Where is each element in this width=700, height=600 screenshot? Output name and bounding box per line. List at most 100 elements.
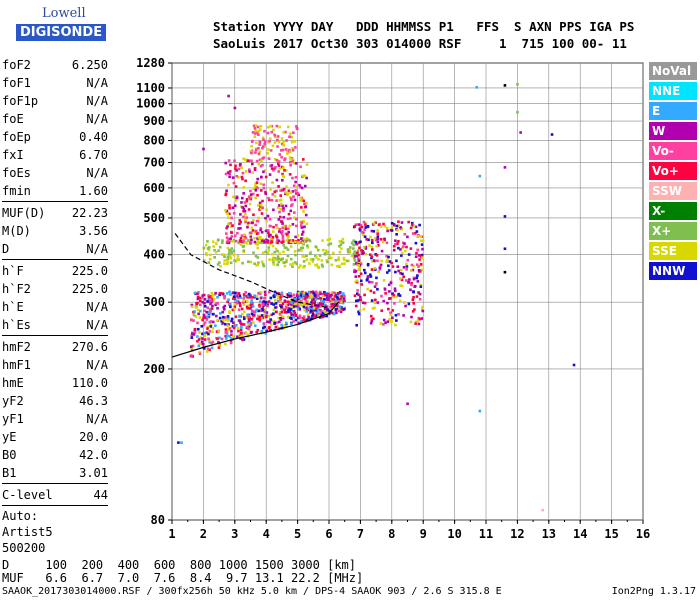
echo-point — [294, 235, 297, 239]
echo-point — [291, 303, 294, 306]
echo-point — [343, 299, 346, 302]
echo-point — [215, 242, 218, 245]
echo-point — [252, 124, 256, 128]
echo-point — [337, 299, 341, 303]
param-name: yF1 — [2, 412, 24, 426]
echo-point — [268, 328, 272, 332]
echo-point — [289, 295, 292, 298]
param-name: M(D) — [2, 224, 31, 238]
echo-point — [206, 347, 210, 351]
echo-point — [208, 311, 212, 315]
echo-point — [226, 334, 229, 338]
echo-point — [376, 229, 379, 232]
echo-point — [258, 318, 261, 321]
ionogram-chart: 1 2 3 4 5 6 7 8 9 10 11 12 13 14 15 1680200300400500600… — [136, 56, 650, 540]
echo-point — [241, 261, 244, 265]
echo-point — [364, 223, 367, 226]
echo-point — [261, 309, 265, 312]
echo-point — [197, 338, 201, 341]
auto-line: 500200 — [2, 541, 46, 555]
echo-point — [226, 324, 230, 328]
echo-point — [256, 237, 259, 240]
echo-point — [244, 290, 247, 294]
echo-point — [276, 145, 279, 148]
echo-point — [379, 225, 383, 228]
echo-point — [246, 333, 250, 337]
echo-point — [214, 303, 217, 307]
echo-point — [211, 240, 215, 243]
echo-point — [242, 192, 245, 195]
echo-point — [298, 321, 301, 325]
echo-point — [239, 331, 243, 335]
x-tick-label: 4 — [263, 527, 270, 540]
echo-point — [258, 201, 262, 205]
echo-point — [207, 315, 211, 319]
echo-point — [278, 227, 281, 231]
echo-point — [302, 318, 306, 321]
echo-point — [198, 299, 202, 303]
echo-point — [254, 223, 257, 227]
echo-point — [288, 148, 291, 152]
echo-point — [391, 309, 395, 312]
echo-point — [249, 294, 252, 297]
param-row-group1: foE N/A — [2, 110, 108, 128]
echo-point — [333, 294, 337, 298]
echo-point — [354, 223, 358, 226]
echo-point — [244, 212, 247, 216]
echo-point — [311, 260, 315, 263]
echo-point — [221, 318, 225, 322]
echo-point — [293, 140, 297, 143]
echo-point — [357, 223, 361, 226]
echo-point — [262, 186, 266, 190]
echo-point — [294, 240, 297, 244]
legend-item-sse: SSE — [649, 242, 697, 260]
echo-point — [335, 304, 338, 307]
echo-point — [261, 251, 265, 255]
param-row-group4: yF1 N/A — [2, 410, 108, 428]
echo-point — [279, 295, 282, 299]
echo-point — [359, 262, 363, 266]
echo-point — [267, 290, 271, 294]
echo-point — [235, 323, 238, 327]
echo-point — [207, 297, 211, 300]
echo-point — [232, 295, 236, 299]
echo-point — [302, 265, 305, 269]
echo-point — [248, 239, 251, 243]
echo-point — [284, 148, 288, 151]
echo-point — [225, 232, 228, 235]
echo-point — [224, 316, 227, 319]
echo-point — [292, 161, 296, 165]
echo-point — [316, 265, 320, 269]
echo-point — [276, 226, 279, 230]
echo-point — [271, 193, 275, 196]
echo-point — [295, 224, 298, 228]
echo-point — [229, 222, 232, 225]
echo-point — [251, 171, 254, 174]
echo-point — [373, 301, 377, 305]
echo-point — [417, 254, 421, 257]
echo-point — [317, 312, 321, 315]
echo-point — [305, 176, 308, 180]
param-row-group4: yE 20.0 — [2, 428, 108, 446]
echo-point — [296, 191, 300, 195]
echo-point — [341, 301, 345, 305]
param-name: foEp — [2, 130, 31, 144]
echo-point — [380, 294, 383, 298]
echo-point — [391, 316, 394, 320]
echo-point — [252, 321, 255, 324]
echo-point — [340, 300, 343, 304]
echo-point — [257, 162, 260, 166]
echo-point — [255, 159, 259, 163]
echo-point — [402, 275, 406, 279]
echo-point — [228, 206, 231, 210]
echo-point — [399, 284, 402, 288]
param-name: yF2 — [2, 394, 24, 408]
echo-point — [256, 328, 260, 332]
echo-point — [225, 258, 229, 262]
echo-point — [320, 313, 323, 316]
echo-point — [215, 301, 218, 305]
echo-point — [304, 319, 307, 323]
echo-point — [289, 303, 293, 306]
echo-point — [191, 332, 194, 336]
echo-point — [382, 222, 385, 226]
